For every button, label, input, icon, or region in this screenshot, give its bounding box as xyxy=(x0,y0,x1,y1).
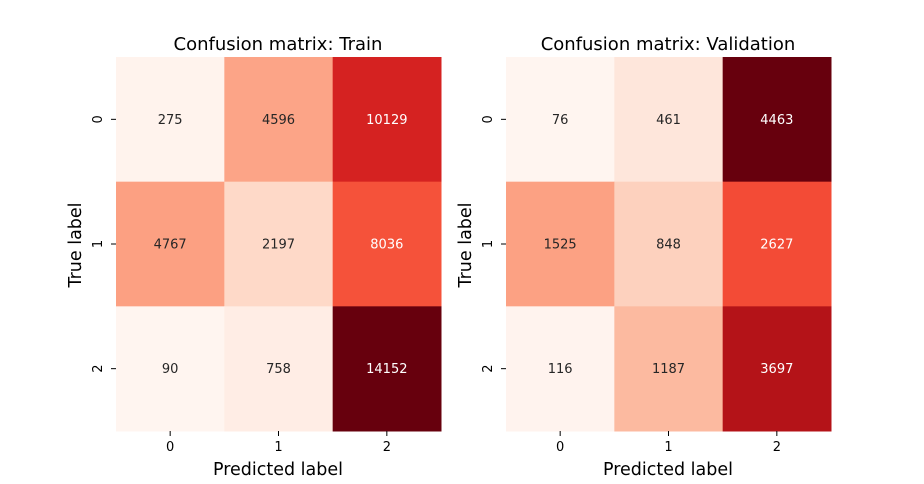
cell-value-label: 4767 xyxy=(154,238,187,253)
cell-value-label: 76 xyxy=(552,113,569,128)
confusion-matrix-validation: Confusion matrix: Validation 76 461 4463 15… xyxy=(456,34,832,480)
confusion-matrix-train: Confusion matrix: Train 275 4596 10129 4767… xyxy=(66,34,442,480)
x-tick-label: 2 xyxy=(773,440,781,455)
heatmap-cell xyxy=(116,181,225,307)
x-ticks-train: 0 1 2 xyxy=(166,431,391,455)
x-tick-label: 0 xyxy=(556,440,564,455)
cell-value-label: 90 xyxy=(162,362,179,377)
cell-value-label: 4596 xyxy=(262,113,295,128)
chart-title-train: Confusion matrix: Train xyxy=(174,34,383,55)
heatmap-cell xyxy=(332,57,442,183)
heatmap-cell xyxy=(614,306,724,432)
cell-value-label: 1187 xyxy=(652,362,685,377)
x-axis-label-train: Predicted label xyxy=(213,460,343,480)
y-tick-label: 1 xyxy=(91,240,106,248)
x-tick-label: 2 xyxy=(383,440,391,455)
heatmap-cell xyxy=(722,306,832,432)
heatmap-cell xyxy=(116,57,225,183)
heatmap-cells-train: 275 4596 10129 4767 2197 8036 90 758 14152 xyxy=(116,57,442,432)
cell-value-label: 3697 xyxy=(760,362,793,377)
cell-value-label: 8036 xyxy=(370,238,403,253)
cell-value-label: 461 xyxy=(656,113,681,128)
heatmap-cell xyxy=(506,306,615,432)
heatmap-cell xyxy=(722,57,832,183)
cell-value-label: 2197 xyxy=(262,238,295,253)
heatmap-cell xyxy=(332,306,442,432)
cell-value-label: 848 xyxy=(656,238,681,253)
cell-value-label: 4463 xyxy=(760,113,793,128)
chart-title-validation: Confusion matrix: Validation xyxy=(541,34,796,55)
x-tick-label: 1 xyxy=(664,440,672,455)
heatmap-cell xyxy=(224,57,334,183)
y-tick-label: 2 xyxy=(91,365,106,373)
heatmap-cell xyxy=(116,306,225,432)
cell-value-label: 2627 xyxy=(760,238,793,253)
y-ticks-validation: 0 1 2 xyxy=(481,115,506,373)
x-axis-label-validation: Predicted label xyxy=(603,460,733,480)
y-tick-label: 0 xyxy=(481,115,496,123)
heatmap-cell xyxy=(224,306,334,432)
heatmap-cell xyxy=(506,181,615,307)
heatmap-cell xyxy=(614,181,724,307)
y-axis-label-train: True label xyxy=(66,202,86,288)
cell-value-label: 275 xyxy=(158,113,183,128)
x-tick-label: 0 xyxy=(166,440,174,455)
cell-value-label: 1525 xyxy=(544,238,577,253)
y-ticks-train: 0 1 2 xyxy=(91,115,116,373)
y-tick-label: 2 xyxy=(481,365,496,373)
heatmap-cell xyxy=(722,181,832,307)
y-tick-label: 0 xyxy=(91,115,106,123)
x-tick-label: 1 xyxy=(274,440,282,455)
heatmap-cell xyxy=(506,57,615,183)
heatmap-cell xyxy=(614,57,724,183)
y-axis-label-validation: True label xyxy=(456,202,476,288)
cell-value-label: 10129 xyxy=(366,113,407,128)
cell-value-label: 14152 xyxy=(366,362,407,377)
heatmap-cell xyxy=(332,181,442,307)
heatmap-cells-validation: 76 461 4463 1525 848 2627 116 1187 3697 xyxy=(506,57,832,432)
cell-value-label: 116 xyxy=(548,362,573,377)
cell-value-label: 758 xyxy=(266,362,291,377)
x-ticks-validation: 0 1 2 xyxy=(556,431,781,455)
y-tick-label: 1 xyxy=(481,240,496,248)
heatmap-cell xyxy=(224,181,334,307)
